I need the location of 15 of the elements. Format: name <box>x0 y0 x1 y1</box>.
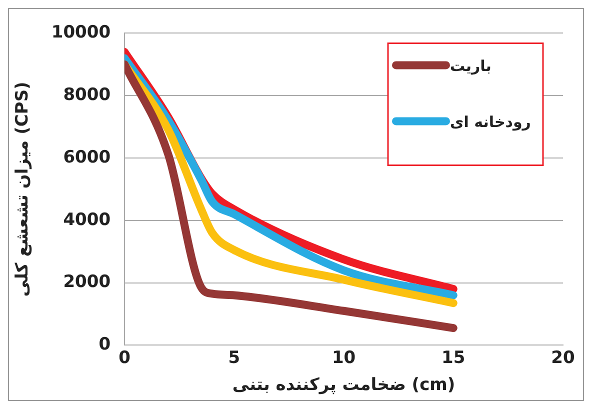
y-tick-label: 10000 <box>51 22 111 43</box>
y-tick-label: 4000 <box>63 210 111 230</box>
y-tick-label: 8000 <box>63 85 111 106</box>
x-tick-label: 5 <box>228 348 240 368</box>
x-tick-label: 15 <box>442 348 466 368</box>
x-tick-label: 10 <box>332 348 356 368</box>
y-tick-label: 2000 <box>63 272 111 292</box>
y-axis-title: میزان تشعشع کلی (CPS) <box>12 82 33 297</box>
legend-label: رودخانه ای <box>450 113 531 132</box>
legend-label: باریت <box>450 57 492 76</box>
x-axis-title: ضخامت پرکننده بتنی (cm) <box>232 375 456 396</box>
x-tick-label: 20 <box>551 348 575 368</box>
y-tick-label: 0 <box>98 334 111 355</box>
x-tick-label: 0 <box>118 348 131 368</box>
y-tick-label: 6000 <box>63 147 111 168</box>
